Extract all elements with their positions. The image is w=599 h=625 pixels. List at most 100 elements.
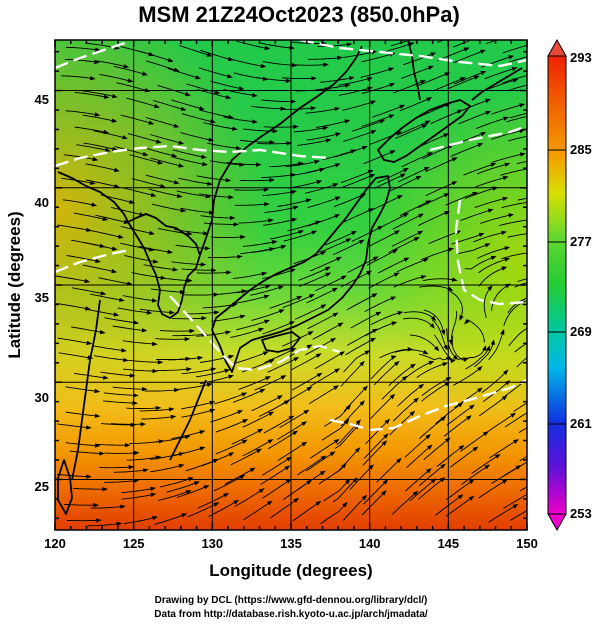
streamline — [281, 77, 314, 80]
streamline-arrowhead — [485, 345, 491, 351]
streamline-arrowhead — [173, 123, 180, 128]
streamline — [181, 268, 214, 271]
streamline-arrowhead — [537, 132, 543, 136]
credit-data: Data from http://database.rish.kyoto-u.a… — [154, 609, 428, 620]
streamline — [517, 197, 527, 201]
streamline-arrowhead — [390, 355, 397, 360]
map-title: MSM 21Z24Oct2023 (850.0hPa) — [138, 2, 460, 27]
streamline-arrowhead — [86, 340, 93, 346]
coastline-shikoku — [261, 331, 301, 353]
streamline — [256, 76, 289, 82]
streamline — [207, 256, 240, 259]
streamline-arrowhead — [487, 285, 493, 291]
streamline — [171, 99, 203, 110]
streamline-arrowhead — [430, 315, 437, 322]
streamline — [250, 286, 282, 296]
streamline-arrowhead — [149, 230, 155, 236]
streamline-arrowhead — [443, 133, 450, 138]
streamline — [343, 130, 374, 142]
streamline-arrowhead — [306, 479, 312, 485]
streamline — [141, 416, 174, 420]
streamline-arrowhead — [399, 104, 406, 109]
streamline-arrowhead — [427, 152, 433, 157]
streamline — [499, 219, 527, 227]
streamline — [501, 252, 527, 260]
streamline — [491, 129, 523, 140]
streamline-arrowhead — [292, 430, 299, 436]
streamline-arrowhead — [316, 180, 323, 185]
streamline-arrowhead — [93, 503, 99, 508]
streamline — [350, 312, 379, 329]
streamline-arrowhead — [104, 147, 111, 153]
streamline-arrowhead — [239, 314, 246, 319]
x-tick-label: 135 — [280, 536, 302, 551]
colorbar-label: 285 — [570, 142, 592, 157]
streamline — [256, 142, 290, 145]
streamline-arrowhead — [366, 270, 372, 276]
streamline-arrowhead — [241, 392, 248, 397]
streamline-arrowhead — [351, 230, 357, 236]
streamline — [195, 369, 228, 378]
streamline-arrowhead — [206, 382, 213, 387]
streamline-arrowhead — [530, 200, 536, 204]
streamline — [309, 257, 340, 272]
streamline-arrowhead — [457, 402, 464, 408]
streamline-arrowhead — [319, 470, 326, 476]
streamline — [318, 464, 345, 485]
streamline — [123, 368, 156, 372]
streamline-arrowhead — [468, 495, 475, 501]
streamline — [238, 376, 269, 390]
streamline — [391, 231, 421, 247]
streamline-arrowhead — [252, 93, 258, 98]
streamline-arrowhead — [146, 310, 153, 315]
streamline-arrowhead — [206, 52, 213, 57]
streamline-arrowhead — [127, 78, 134, 83]
streamline — [421, 382, 449, 402]
streamline — [214, 393, 245, 405]
streamline — [362, 442, 386, 466]
streamline — [370, 356, 395, 380]
streamline-arrowhead — [94, 443, 101, 448]
streamline-arrowhead — [382, 479, 389, 485]
streamline — [347, 329, 376, 346]
streamline-arrowhead — [293, 124, 299, 129]
streamline-arrowhead — [425, 200, 432, 205]
streamline-arrowhead — [284, 465, 291, 471]
coastline-ryukyu — [169, 379, 207, 461]
streamline — [242, 241, 275, 247]
streamline-arrowhead — [201, 316, 207, 321]
streamline-arrowhead — [213, 292, 219, 297]
streamline-arrowhead — [205, 194, 212, 199]
streamline — [381, 377, 406, 400]
streamline-arrowhead — [420, 80, 426, 85]
streamline-arrowhead — [333, 439, 340, 444]
streamline-arrowhead — [210, 119, 216, 124]
streamline — [484, 67, 515, 80]
streamline-arrowhead — [501, 395, 508, 401]
streamline — [113, 65, 146, 75]
streamline-arrowhead — [320, 251, 327, 256]
streamline — [518, 427, 527, 433]
y-tick-label: 45 — [35, 92, 49, 107]
streamline — [84, 308, 117, 316]
streamline-arrowhead — [123, 64, 130, 69]
streamline — [471, 455, 499, 474]
streamline-arrowhead — [370, 130, 377, 135]
streamline — [419, 285, 451, 291]
streamline-arrowhead — [262, 351, 269, 356]
streamline — [304, 184, 336, 194]
streamline — [333, 194, 364, 208]
streamline — [516, 357, 527, 368]
streamline — [200, 215, 233, 219]
streamline — [126, 456, 159, 461]
streamline — [236, 40, 268, 49]
streamline-arrowhead — [322, 126, 329, 131]
streamline-arrowhead — [519, 152, 526, 157]
streamline-arrowhead — [457, 494, 464, 500]
coastline-kurils — [471, 67, 523, 101]
streamline — [167, 67, 199, 79]
streamline — [120, 114, 152, 124]
streamline-arrowhead — [361, 145, 368, 151]
streamline — [267, 357, 297, 373]
streamline — [409, 479, 435, 502]
